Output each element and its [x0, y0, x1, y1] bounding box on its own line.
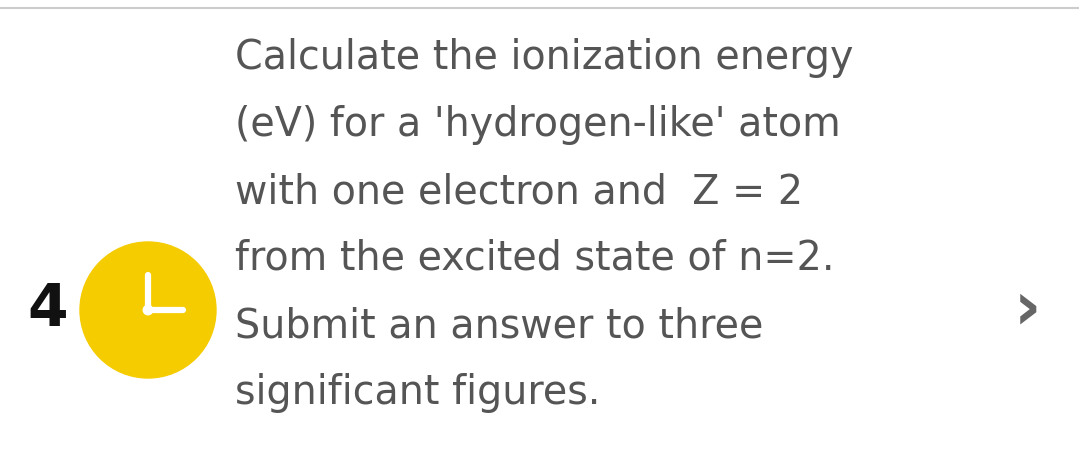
Text: significant figures.: significant figures.	[235, 373, 600, 413]
Text: Submit an answer to three: Submit an answer to three	[235, 306, 763, 346]
Text: with one electron and  Z = 2: with one electron and Z = 2	[235, 172, 803, 212]
Circle shape	[80, 242, 216, 378]
Text: ›: ›	[1013, 277, 1041, 343]
Text: Calculate the ionization energy: Calculate the ionization energy	[235, 38, 853, 78]
Text: 4: 4	[28, 282, 68, 339]
Text: (eV) for a 'hydrogen-like' atom: (eV) for a 'hydrogen-like' atom	[235, 105, 841, 145]
Text: from the excited state of n=2.: from the excited state of n=2.	[235, 239, 834, 279]
Circle shape	[144, 305, 153, 315]
